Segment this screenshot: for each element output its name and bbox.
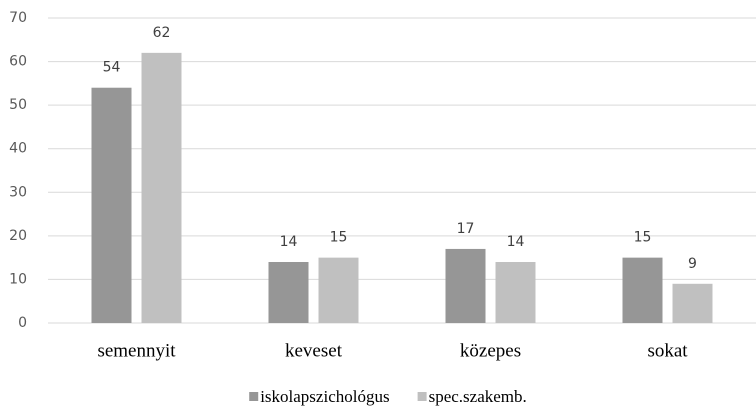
bar [318, 257, 359, 323]
x-tick-label: keveset [285, 340, 343, 361]
data-label: 17 [457, 221, 475, 237]
data-label: 9 [688, 256, 697, 272]
legend-label: spec.szakemb. [429, 387, 527, 406]
x-tick-label: semennyit [97, 340, 176, 361]
bar [672, 283, 713, 323]
y-tick-label: 70 [9, 10, 27, 26]
x-tick-label: közepes [460, 340, 521, 361]
data-label: 54 [103, 60, 121, 76]
legend-label: iskolapszichológus [260, 387, 389, 406]
y-tick-label: 10 [9, 271, 27, 287]
data-label: 14 [507, 234, 525, 250]
legend-marker [249, 392, 259, 401]
bar [495, 262, 536, 323]
y-tick-label: 0 [18, 315, 27, 331]
bar [268, 262, 309, 323]
data-label: 15 [634, 230, 652, 246]
y-tick-label: 20 [9, 228, 27, 244]
y-tick-label: 30 [9, 184, 27, 200]
y-tick-label: 40 [9, 141, 27, 157]
bar [622, 257, 663, 323]
bar [445, 248, 486, 323]
data-label: 15 [330, 230, 348, 246]
y-tick-label: 50 [9, 97, 27, 113]
bar [141, 52, 182, 323]
x-tick-label: sokat [647, 340, 688, 361]
data-label: 14 [280, 234, 298, 250]
y-tick-label: 60 [9, 54, 27, 70]
data-label: 62 [153, 25, 171, 41]
bar [91, 87, 132, 323]
legend-marker [417, 392, 427, 401]
